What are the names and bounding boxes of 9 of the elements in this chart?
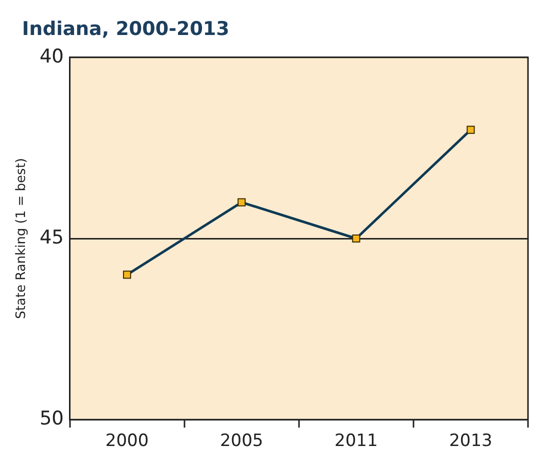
y-tick-label: 50 (40, 408, 64, 430)
chart-title: Indiana, 2000-2013 (22, 18, 230, 40)
y-tick-label: 45 (40, 226, 64, 248)
y-axis-title: State Ranking (1 = best) (14, 158, 30, 319)
x-tick-label: 2005 (220, 431, 264, 452)
y-tick-label: 40 (40, 45, 64, 68)
x-tick-label: 2011 (334, 431, 378, 452)
x-tick-label: 2000 (105, 431, 149, 452)
x-tick-label: 2013 (449, 431, 492, 452)
